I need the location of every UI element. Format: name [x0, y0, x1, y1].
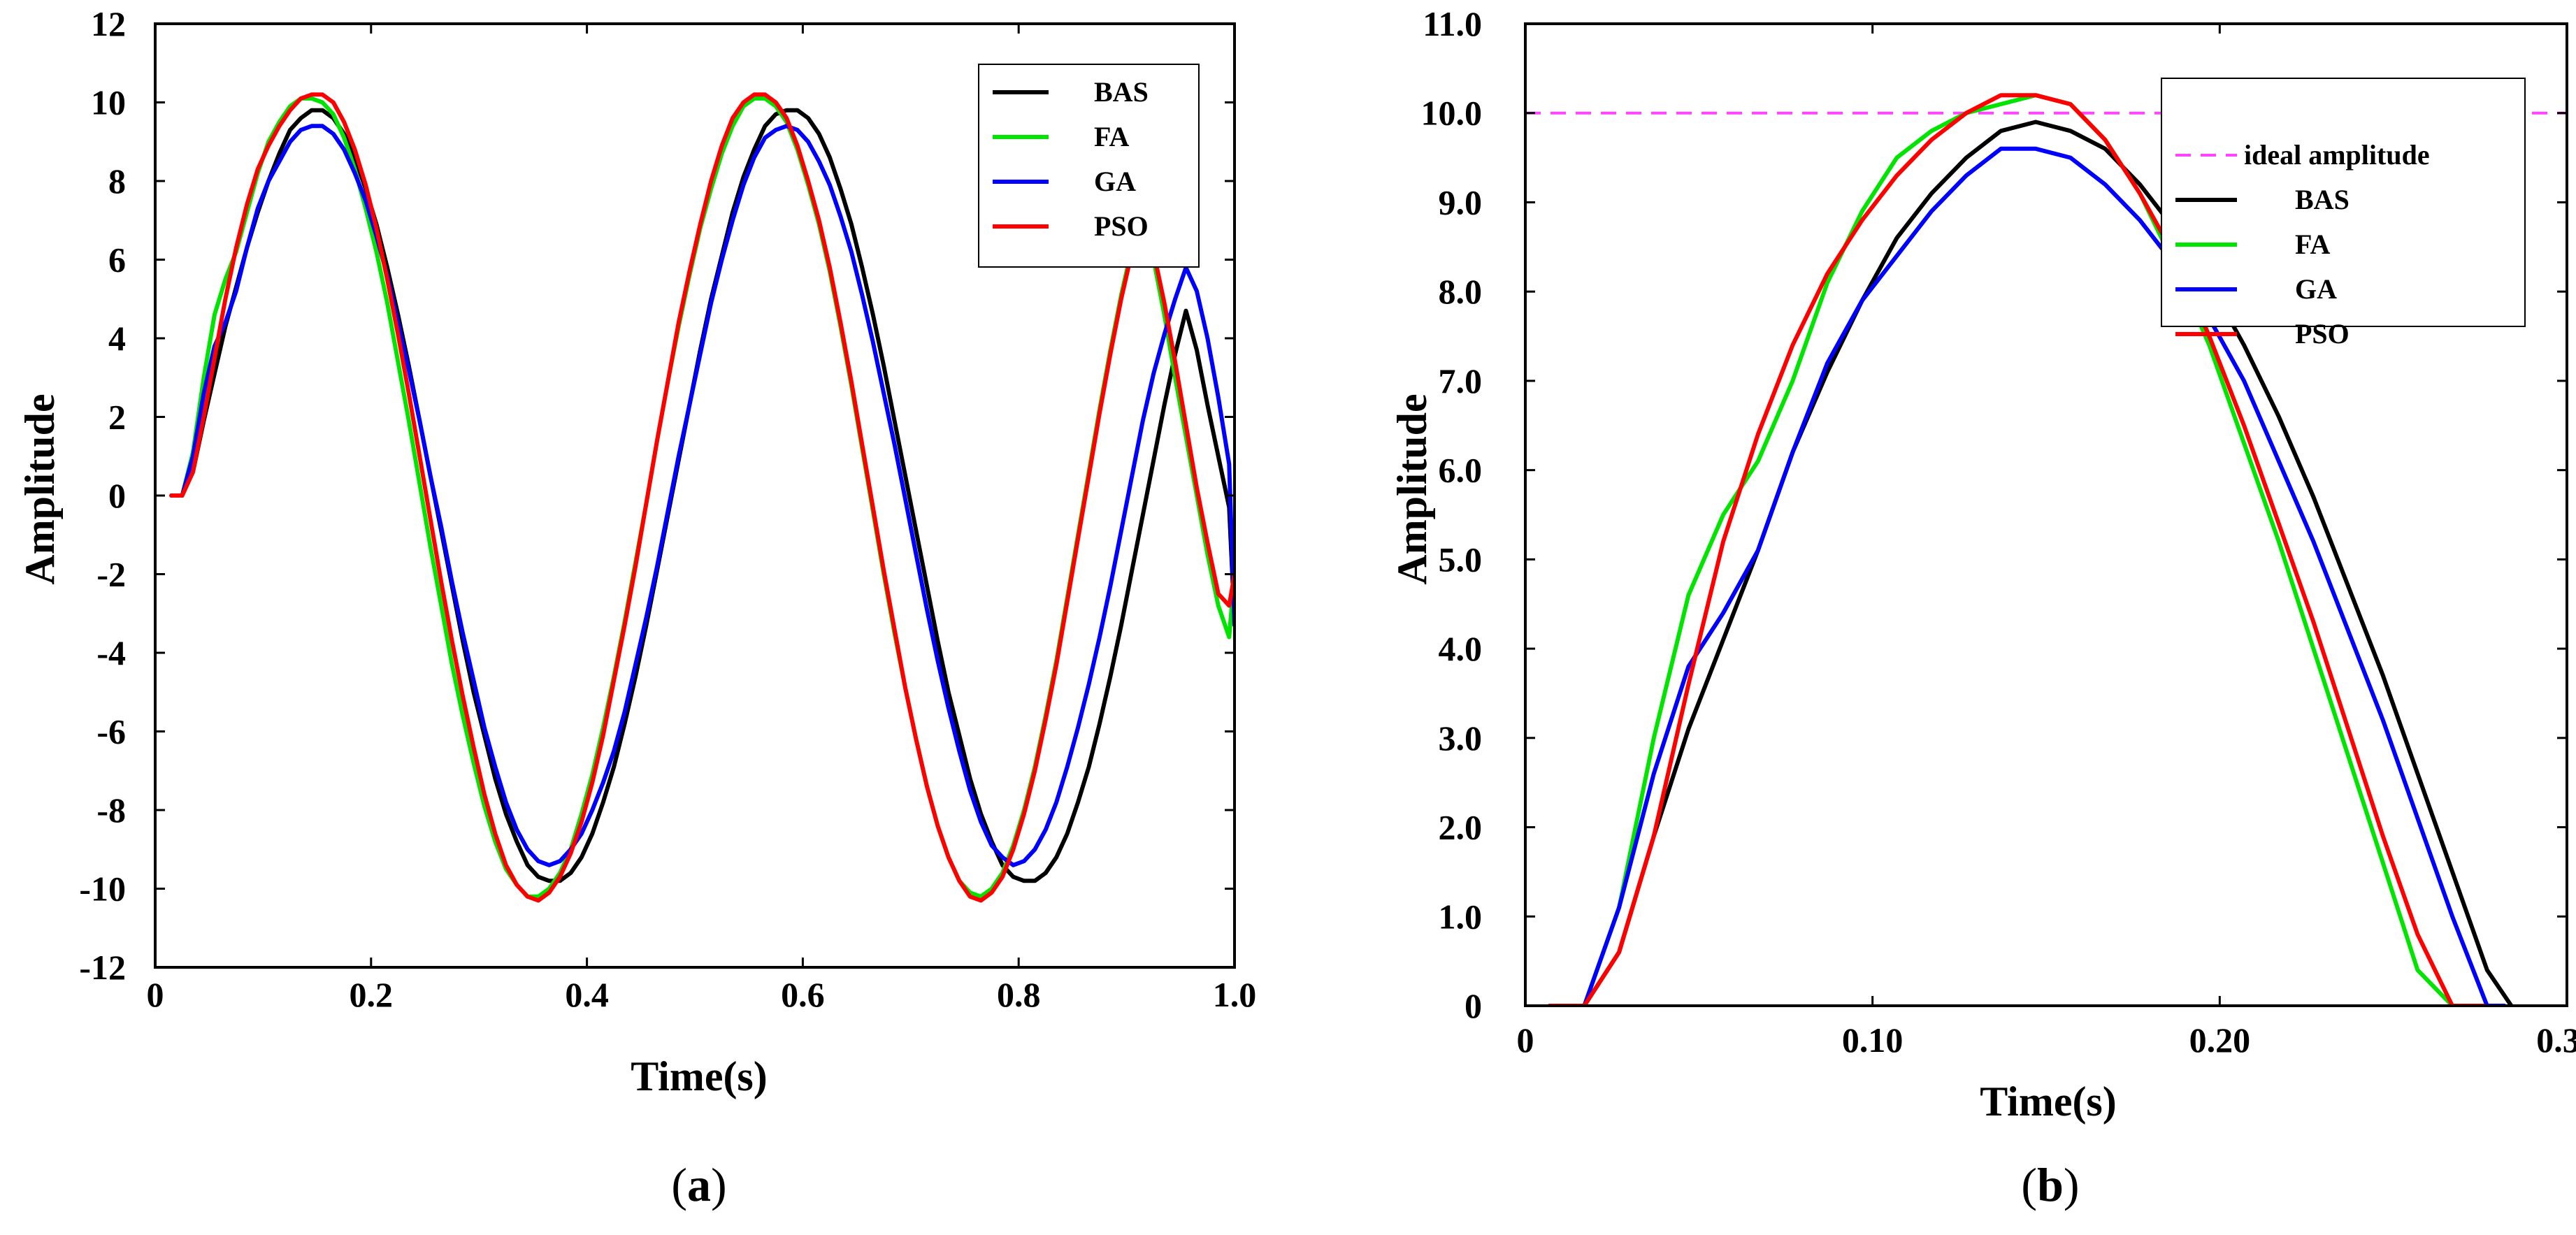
panel-b-x-tick-label: 0.10 [1842, 1020, 1904, 1060]
panel-a-series-ga [169, 124, 1235, 867]
panel-a-y-tick-label: 8 [108, 161, 126, 201]
panel-a-legend-label-pso: PSO [1094, 210, 1149, 242]
panel-b-x-tick-label: 0.30 [2536, 1020, 2576, 1060]
panel-b-series-lines [1547, 93, 2514, 1006]
panel-a-y-tick-label: 4 [108, 319, 126, 358]
panel-a-y-tick-label: 12 [91, 4, 126, 43]
panel-a-y-tick-label: -12 [79, 948, 126, 987]
panel-a-legend-label-ga: GA [1094, 166, 1136, 197]
panel-a-y-ticks: 12 10 8 6 4 2 0 -2 -4 -6 -8 -10 -12 [79, 4, 1235, 987]
panel-b-x-axis-label: Time(s) [1980, 1078, 2117, 1125]
panel-a-x-axis-label: Time(s) [631, 1053, 768, 1099]
panel-b-legend-label-bas: BAS [2295, 184, 2350, 215]
panel-b-series-fa [1547, 93, 2475, 1006]
panel-b-y-tick-label: 0 [1465, 986, 1482, 1025]
panel-b: 0 0.10 0.20 0.30 11.0 10.0 9.0 8.0 7.0 6.0 5.0 4.0… [1389, 4, 2576, 1211]
panel-a-x-tick-label: 0.6 [781, 975, 825, 1014]
panel-a-y-tick-label: 6 [108, 240, 126, 280]
panel-a-x-tick-label: 1.0 [1213, 975, 1257, 1014]
panel-b-y-tick-label: 6.0 [1439, 451, 1483, 490]
panel-a-y-axis-label: Amplitude [17, 393, 63, 584]
panel-b-caption-letter: b [2037, 1158, 2064, 1211]
panel-b-y-tick-label: 10.0 [1421, 94, 1483, 133]
panel-b-y-tick-label: 7.0 [1439, 361, 1483, 400]
panel-b-legend-label-pso: PSO [2295, 318, 2350, 349]
panel-a-y-tick-label: -4 [96, 633, 126, 672]
panel-b-y-tick-label: 9.0 [1439, 182, 1483, 222]
panel-b-y-tick-label: 8.0 [1439, 272, 1483, 311]
panel-b-y-tick-label: 3.0 [1439, 718, 1483, 758]
panel-a: 0 0.2 0.4 0.6 0.8 1.0 12 10 8 6 4 2 0 -2 -4 -6 -8 -10 -12… [17, 4, 1256, 1211]
panel-b-y-tick-label: 5.0 [1439, 540, 1483, 579]
panel-b-y-tick-label: 1.0 [1439, 897, 1483, 936]
panel-b-x-tick-label: 0.20 [2189, 1020, 2251, 1060]
panel-b-legend-label-ga: GA [2295, 273, 2337, 305]
panel-a-y-tick-label: -10 [79, 869, 126, 909]
panel-a-y-tick-label: -2 [96, 555, 126, 594]
panel-b-y-ticks: 11.0 10.0 9.0 8.0 7.0 6.0 5.0 4.0 3.0 2.0 1.0 0 [1421, 4, 2567, 1025]
panel-a-x-tick-label: 0 [147, 975, 164, 1014]
panel-b-legend-box [2161, 78, 2526, 327]
panel-a-caption: (a) [671, 1158, 726, 1211]
panel-a-x-ticks: 0 0.2 0.4 0.6 0.8 1.0 [147, 24, 1257, 1014]
panel-b-y-tick-label: 11.0 [1423, 4, 1482, 43]
panel-a-series-pso [169, 92, 1235, 903]
panel-a-legend: BAS FA GA PSO [978, 64, 1200, 268]
panel-a-y-tick-label: 0 [108, 476, 126, 515]
panel-b-legend: ideal amplitude BAS FA GA PSO [2161, 78, 2526, 349]
panel-a-x-tick-label: 0.4 [565, 975, 609, 1014]
panel-a-series-lines [169, 92, 1235, 903]
panel-b-x-ticks: 0 0.10 0.20 0.30 [1517, 24, 2576, 1060]
panel-b-series-bas [1547, 120, 2514, 1006]
panel-a-x-tick-label: 0.8 [997, 975, 1041, 1014]
panel-b-y-tick-label: 2.0 [1439, 808, 1483, 847]
panel-b-x-tick-label: 0 [1517, 1020, 1534, 1060]
panel-b-legend-label-fa: FA [2295, 229, 2330, 260]
panel-a-y-tick-label: -6 [96, 712, 126, 751]
panel-b-frame [1524, 22, 2568, 1007]
panel-b-y-axis-label: Amplitude [1389, 393, 1435, 584]
panel-a-legend-label-fa: FA [1094, 121, 1129, 152]
panel-a-legend-box [978, 64, 1200, 268]
panel-a-y-tick-label: 10 [91, 83, 126, 122]
panel-b-series-pso [1547, 93, 2486, 1006]
panel-b-series-ga [1547, 146, 2507, 1006]
panel-a-y-tick-label: -8 [96, 790, 126, 830]
panel-a-x-tick-label: 0.2 [350, 975, 394, 1014]
panel-a-y-tick-label: 2 [108, 398, 126, 437]
panel-a-caption-letter: a [687, 1158, 711, 1211]
panel-b-caption: (b) [2021, 1158, 2079, 1211]
panel-a-legend-label-bas: BAS [1094, 76, 1149, 108]
panel-b-legend-label-ideal-amplitude: ideal amplitude [2244, 139, 2430, 171]
panel-b-y-tick-label: 4.0 [1439, 629, 1483, 668]
